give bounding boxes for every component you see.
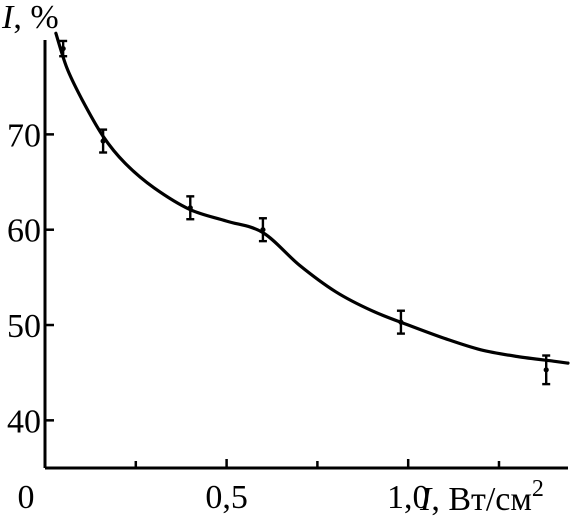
x-axis-label: I, Вт/см2 (419, 476, 544, 518)
data-marker (100, 138, 106, 144)
series (54, 31, 570, 386)
data-marker (187, 205, 193, 211)
y-tick-label: 60 (7, 213, 41, 250)
y-tick-label: 70 (7, 117, 41, 154)
data-point (542, 354, 551, 386)
x-axis-label-unit: , Вт/см (431, 481, 532, 518)
x-tick-label: 1,0 (387, 479, 430, 516)
data-marker (260, 227, 266, 233)
data-point (59, 39, 68, 58)
data-point (99, 128, 108, 154)
data-point (258, 217, 267, 243)
x-ticks: 0,5 1,0 (134, 459, 501, 516)
data-point (186, 195, 195, 221)
y-axis-label: I, % (1, 0, 59, 36)
data-marker (398, 319, 404, 325)
data-marker (543, 367, 549, 373)
data-point (396, 309, 405, 335)
x-tick-label: 0,5 (205, 479, 248, 516)
y-ticks: 40 50 60 70 (7, 117, 54, 440)
data-marker (60, 45, 66, 52)
y-tick-label: 50 (7, 308, 41, 345)
origin-label: 0 (18, 479, 35, 516)
x-axis-label-symbol: I (419, 481, 433, 518)
x-axis-label-sup: 2 (532, 476, 544, 502)
y-axis-label-symbol: I (1, 0, 15, 36)
fit-curve (54, 31, 570, 365)
y-tick-label: 40 (7, 403, 41, 440)
y-axis-label-unit: , % (13, 0, 58, 36)
axes (43, 40, 568, 470)
